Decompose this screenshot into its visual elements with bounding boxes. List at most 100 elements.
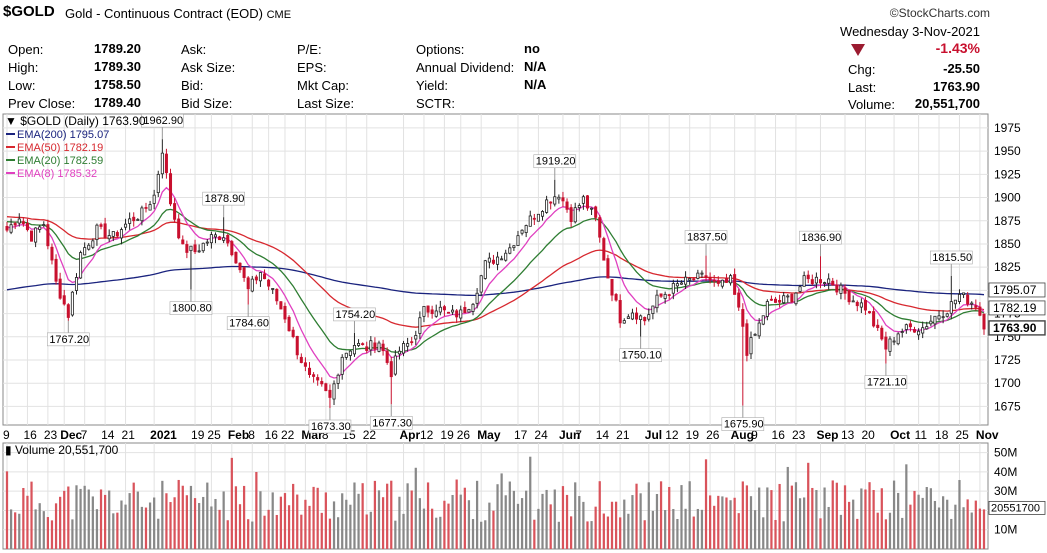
candle-body: [438, 306, 442, 313]
candle-body: [508, 247, 512, 254]
volume-bar: [369, 511, 372, 549]
volume-bar: [557, 521, 560, 549]
quote-label: Open:: [8, 42, 44, 57]
candle-body: [463, 307, 467, 314]
volume-bar: [112, 513, 115, 549]
candle-body: [839, 284, 843, 294]
annotation-label: 1836.90: [801, 232, 841, 244]
candle-body: [917, 330, 921, 336]
candle-body: [160, 152, 164, 175]
volume-bar: [79, 488, 82, 549]
volume-bar: [606, 516, 610, 549]
volume-bar: [463, 487, 466, 549]
volume-bar: [852, 499, 855, 549]
volume-bar: [328, 518, 332, 549]
candle-body: [667, 294, 671, 297]
candle-body: [173, 203, 177, 220]
candle-body: [357, 342, 361, 346]
annotation-label: 1878.90: [205, 193, 245, 205]
volume-bar: [451, 494, 454, 549]
candle-body: [872, 311, 876, 327]
volume-bar: [737, 513, 740, 549]
brand-label[interactable]: ©StockCharts.com: [889, 6, 990, 20]
volume-bar: [627, 513, 630, 549]
quote-label: Ask:: [181, 42, 207, 57]
y-tick-label: 1700: [994, 376, 1021, 390]
annotation-box: [684, 230, 728, 244]
candle-body: [287, 316, 291, 332]
x-tick-label: 2021: [150, 428, 177, 442]
candle-body: [602, 238, 606, 261]
volume-bar: [30, 481, 33, 549]
last-value-box: [988, 282, 1046, 298]
candle-body: [254, 276, 258, 281]
volume-bar: [120, 500, 123, 549]
candle-body: [818, 279, 823, 284]
volume-bar: [602, 513, 605, 549]
volume-bar: [230, 457, 233, 549]
volume-bar: [929, 488, 932, 549]
y-tick-label: 1975: [994, 121, 1021, 135]
candle-body: [585, 195, 589, 209]
volume-bar: [54, 503, 58, 549]
quote-label: P/E:: [297, 42, 322, 57]
candle-body: [618, 300, 622, 324]
candle-body: [561, 197, 565, 202]
volume-bar: [169, 502, 172, 549]
annotation-label: 1767.20: [49, 334, 89, 346]
volume-bar: [839, 514, 843, 549]
candle-body: [426, 305, 430, 313]
candle-body: [238, 262, 242, 271]
quote-label: Bid Size:: [181, 96, 233, 111]
change-percent: -1.43%: [935, 40, 980, 56]
candle-body: [336, 374, 340, 384]
candle-body: [622, 320, 626, 324]
candle-body: [434, 310, 438, 317]
volume-bar: [14, 512, 17, 549]
last-value-label: 1795.07: [993, 283, 1037, 297]
candle-body: [684, 276, 688, 285]
candle-body: [66, 304, 70, 318]
candle-body: [536, 213, 540, 222]
candle-body: [794, 292, 798, 305]
x-tick-label: 7: [81, 428, 88, 442]
annotation-label: 1837.50: [687, 232, 727, 244]
volume-bar: [835, 482, 838, 549]
candle-body: [712, 279, 716, 282]
candle-body: [859, 302, 863, 308]
volume-bar: [921, 497, 924, 549]
volume-bar: [598, 481, 601, 549]
candle-body: [479, 275, 483, 293]
candle-body: [201, 242, 205, 252]
x-tick-label: 11: [915, 428, 928, 442]
volume-bar: [978, 508, 982, 549]
volume-bar: [815, 490, 818, 549]
candle-body: [933, 315, 937, 325]
candle-body: [978, 306, 982, 316]
volume-bar: [942, 496, 945, 549]
candle-body: [451, 309, 455, 313]
candle-body: [782, 295, 786, 304]
volume-bar: [324, 492, 327, 549]
volume-bar: [128, 493, 131, 549]
volume-bar: [827, 506, 830, 549]
y-tick-label: 1825: [994, 260, 1021, 274]
candle-body: [410, 341, 414, 344]
volume-bar: [185, 495, 188, 549]
candle-body: [937, 315, 941, 320]
candle-body: [83, 247, 87, 256]
volume-bar: [966, 499, 969, 549]
volume-bar: [95, 509, 99, 549]
legend-entry: EMA(8) 1785.32: [17, 168, 97, 180]
price-panel: [2, 113, 989, 426]
candle-body: [119, 229, 123, 239]
volume-bar: [872, 489, 875, 549]
volume-bar: [42, 511, 45, 549]
x-tick-label: Jul: [645, 428, 662, 442]
volume-bar: [377, 490, 381, 549]
volume-bar: [549, 504, 552, 549]
candle-body: [929, 320, 933, 325]
quote-value: 1789.20: [94, 41, 141, 56]
volume-bar: [386, 483, 389, 549]
